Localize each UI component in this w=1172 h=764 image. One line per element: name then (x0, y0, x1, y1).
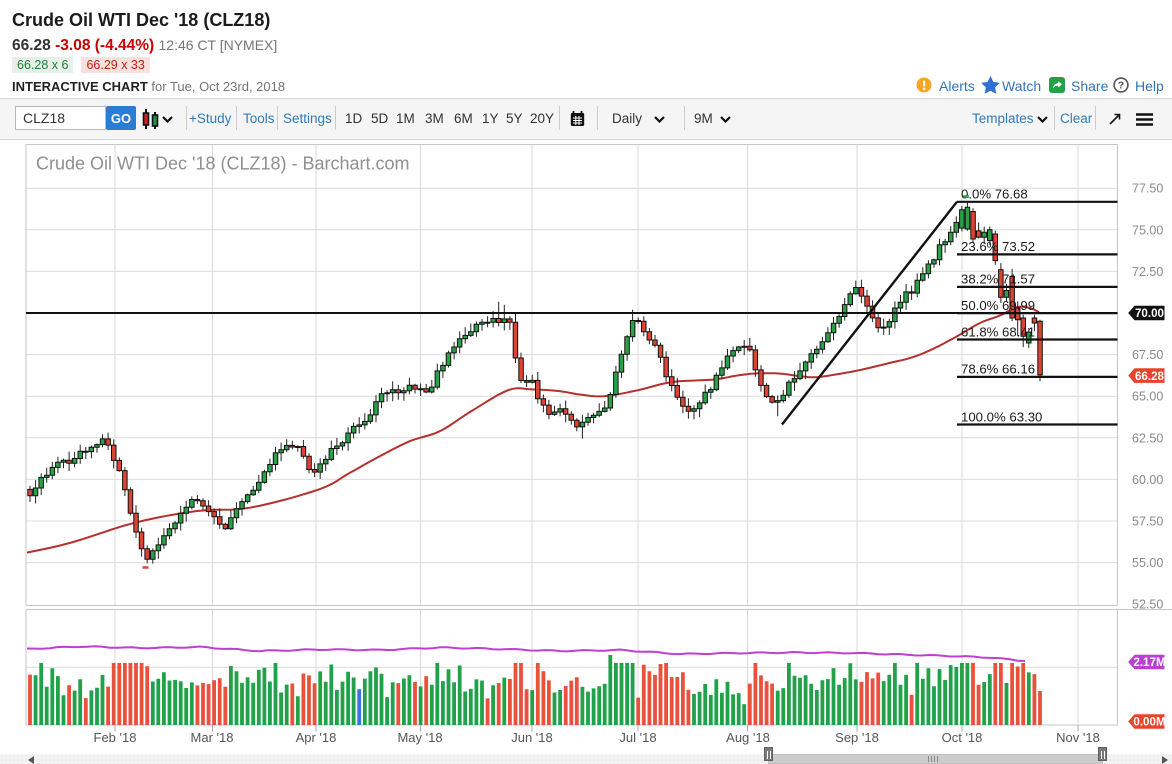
svg-text:23.6% 73.52: 23.6% 73.52 (961, 239, 1035, 254)
svg-text:0.00M: 0.00M (1133, 716, 1165, 729)
svg-text:Apr '18: Apr '18 (296, 730, 337, 745)
svg-text:38.2% 71.57: 38.2% 71.57 (961, 272, 1035, 287)
svg-text:72.50: 72.50 (1132, 265, 1163, 279)
svg-text:50.0% 69.99: 50.0% 69.99 (961, 298, 1035, 313)
svg-text:Mar '18: Mar '18 (191, 730, 234, 745)
svg-text:61.8% 68.41: 61.8% 68.41 (961, 324, 1035, 339)
svg-text:Aug '18: Aug '18 (726, 730, 770, 745)
svg-text:Crude Oil WTI Dec '18 (CLZ18): Crude Oil WTI Dec '18 (CLZ18) - Barchart… (36, 154, 410, 174)
svg-text:100.0% 63.30: 100.0% 63.30 (961, 409, 1042, 424)
svg-text:Oct '18: Oct '18 (942, 730, 983, 745)
svg-text:55.00: 55.00 (1132, 556, 1163, 570)
svg-text:57.50: 57.50 (1132, 515, 1163, 529)
svg-text:65.00: 65.00 (1132, 390, 1163, 404)
svg-text:Sep '18: Sep '18 (835, 730, 879, 745)
svg-text:?: ? (1118, 80, 1124, 92)
svg-text:Jul '18: Jul '18 (619, 730, 656, 745)
svg-text:66.28: 66.28 (1135, 370, 1165, 383)
svg-text:52.50: 52.50 (1132, 598, 1163, 612)
svg-text:62.50: 62.50 (1132, 431, 1163, 445)
svg-text:60.00: 60.00 (1132, 473, 1163, 487)
svg-text:Feb '18: Feb '18 (94, 730, 137, 745)
svg-text:78.6% 66.16: 78.6% 66.16 (961, 362, 1035, 377)
svg-text:Nov '18: Nov '18 (1056, 730, 1100, 745)
svg-text:Jun '18: Jun '18 (511, 730, 553, 745)
svg-text:77.50: 77.50 (1132, 182, 1163, 196)
svg-text:0.0% 76.68: 0.0% 76.68 (961, 187, 1028, 202)
svg-text:75.00: 75.00 (1132, 223, 1163, 237)
svg-text:67.50: 67.50 (1132, 348, 1163, 362)
svg-text:2.17M: 2.17M (1133, 656, 1165, 669)
svg-text:70.00: 70.00 (1135, 307, 1164, 320)
svg-text:May '18: May '18 (397, 730, 442, 745)
